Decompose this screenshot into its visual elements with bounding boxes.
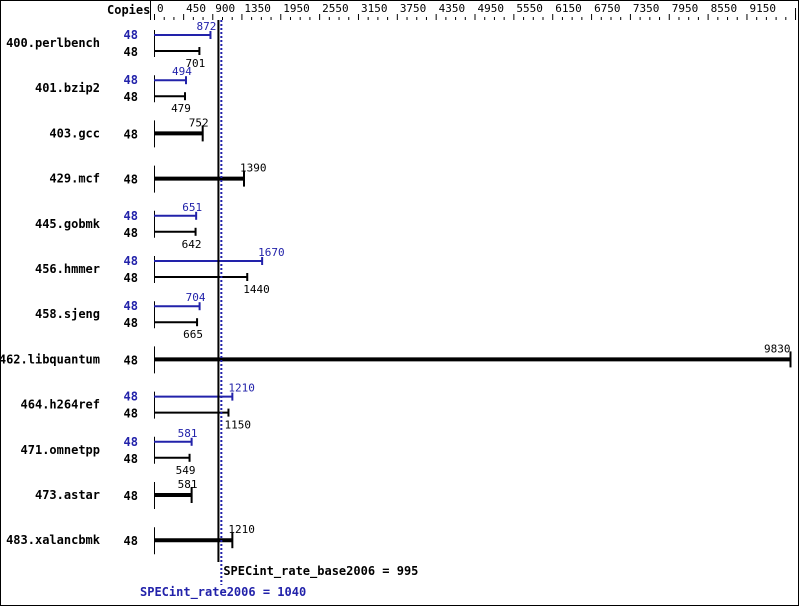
- benchmark-label: 456.hmmer: [35, 262, 100, 276]
- benchmark-label: 403.gcc: [49, 126, 100, 140]
- base-copies: 48: [124, 353, 138, 367]
- peak-copies: 48: [124, 73, 138, 87]
- base-copies: 48: [124, 127, 138, 141]
- peak-copies: 48: [124, 299, 138, 313]
- base-value: 1390: [240, 162, 267, 175]
- tick-label: 7950: [672, 2, 699, 15]
- benchmark-label: 400.perlbench: [6, 36, 100, 50]
- base-value: 701: [185, 57, 205, 70]
- base-copies: 48: [124, 226, 138, 240]
- peak-copies: 48: [124, 435, 138, 449]
- base-value: 9830: [764, 342, 791, 355]
- tick-label: 7350: [633, 2, 660, 15]
- base-copies: 48: [124, 271, 138, 285]
- benchmark-label: 445.gobmk: [35, 217, 101, 231]
- benchmark-label: 462.libquantum: [0, 352, 100, 366]
- base-metric-label: SPECint_rate_base2006 = 995: [223, 564, 418, 579]
- benchmark-label: 429.mcf: [49, 172, 100, 186]
- base-value: 665: [183, 328, 203, 341]
- base-value: 479: [171, 102, 191, 115]
- peak-copies: 48: [124, 209, 138, 223]
- tick-label: 3150: [361, 2, 388, 15]
- base-copies: 48: [124, 45, 138, 59]
- peak-copies: 48: [124, 390, 138, 404]
- tick-label: 2550: [322, 2, 349, 15]
- base-value: 1210: [228, 523, 255, 536]
- tick-label: 6750: [594, 2, 621, 15]
- base-value: 581: [178, 478, 198, 491]
- copies-header: Copies: [107, 3, 150, 17]
- peak-copies: 48: [124, 254, 138, 268]
- benchmark-label: 401.bzip2: [35, 81, 100, 95]
- benchmark-label: 483.xalancbmk: [6, 533, 101, 547]
- tick-label: 4950: [478, 2, 505, 15]
- peak-value: 494: [172, 65, 192, 78]
- base-copies: 48: [124, 452, 138, 466]
- tick-label: 1350: [244, 2, 271, 15]
- peak-value: 704: [186, 291, 206, 304]
- base-value: 752: [189, 116, 209, 129]
- base-value: 1440: [243, 283, 269, 296]
- tick-label: 1950: [283, 2, 310, 15]
- tick-label: 8550: [711, 2, 738, 15]
- benchmark-label: 471.omnetpp: [21, 443, 100, 457]
- tick-label: 9150: [749, 2, 776, 15]
- tick-label: 4350: [439, 2, 466, 15]
- tick-label: 3750: [400, 2, 427, 15]
- peak-value: 1670: [258, 246, 285, 259]
- tick-label: 6150: [555, 2, 582, 15]
- base-copies: 48: [124, 534, 138, 548]
- base-copies: 48: [124, 407, 138, 421]
- base-copies: 48: [124, 173, 138, 187]
- benchmark-label: 458.sjeng: [35, 307, 100, 321]
- tick-label: 5550: [516, 2, 543, 15]
- base-value: 549: [176, 464, 196, 477]
- peak-copies: 48: [124, 28, 138, 42]
- base-copies: 48: [124, 316, 138, 330]
- benchmark-label: 473.astar: [35, 488, 100, 502]
- tick-label: 0: [157, 2, 164, 15]
- tick-label: 450: [186, 2, 206, 15]
- peak-value: 872: [197, 20, 217, 33]
- peak-metric-label: SPECint_rate2006 = 1040: [140, 585, 306, 600]
- base-value: 642: [182, 238, 202, 251]
- base-value: 1150: [224, 419, 251, 432]
- benchmark-label: 464.h264ref: [21, 398, 100, 412]
- peak-value: 581: [178, 427, 198, 440]
- peak-value: 1210: [228, 382, 255, 395]
- peak-value: 651: [182, 201, 202, 214]
- base-copies: 48: [124, 489, 138, 503]
- tick-label: 900: [215, 2, 235, 15]
- base-copies: 48: [124, 90, 138, 104]
